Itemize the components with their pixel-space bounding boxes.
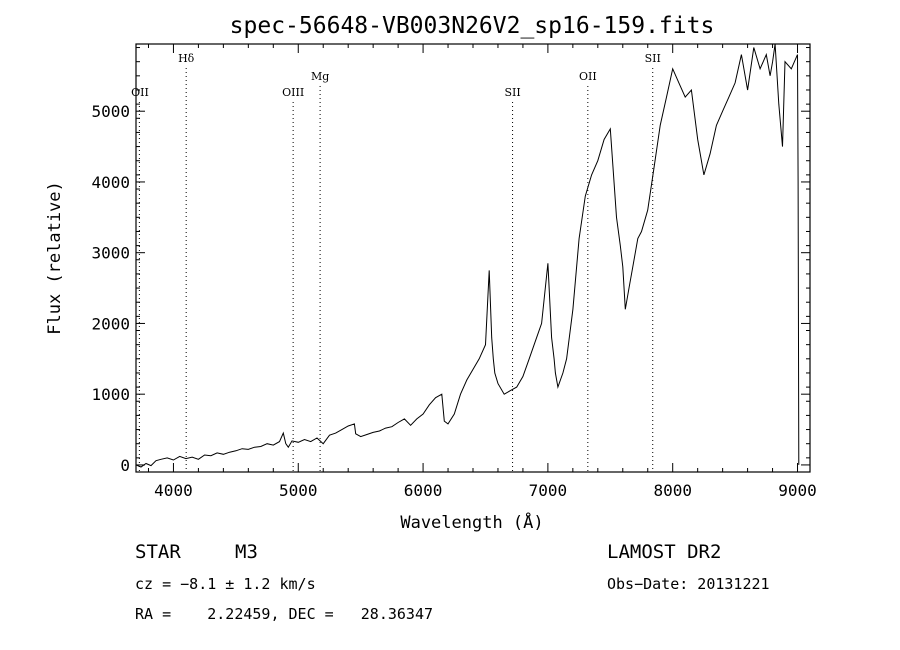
y-tick-label: 5000 <box>91 102 130 121</box>
survey-name: LAMOST DR2 <box>607 541 722 563</box>
y-tick-label: 1000 <box>91 385 130 404</box>
redshift-text: cz = −8.1 ± 1.2 km/s <box>135 575 316 593</box>
axis-ticks: 4000 5000 6000 7000 8000 9000 0 1000 2000 3000 400… <box>91 44 817 500</box>
x-tick-label: 8000 <box>653 481 692 500</box>
x-tick-label: 7000 <box>529 481 568 500</box>
emission-lines: OII Hδ OIII Mg SII OII SII <box>131 52 661 472</box>
emission-line-label: OIII <box>282 86 304 99</box>
y-tick-label: 2000 <box>91 314 130 333</box>
chart-title: spec-56648-VB003N26V2_sp16-159.fits <box>230 13 715 39</box>
plot-frame <box>135 43 811 473</box>
emission-line-label: OII <box>131 86 149 99</box>
x-tick-label: 5000 <box>279 481 318 500</box>
emission-line-label: SII <box>504 86 520 99</box>
chart-title-group: spec-56648-VB003N26V2_sp16-159.fits <box>230 13 715 39</box>
emission-line-label: SII <box>645 52 661 65</box>
x-tick-label: 6000 <box>404 481 443 500</box>
x-tick-label: 4000 <box>154 481 193 500</box>
emission-line-label: Mg <box>311 70 329 83</box>
y-tick-label: 4000 <box>91 173 130 192</box>
spectrum-line <box>135 43 800 468</box>
emission-line-label: Hδ <box>178 52 195 65</box>
object-type: STAR <box>135 541 181 563</box>
y-tick-label: 0 <box>120 456 130 475</box>
x-tick-label: 9000 <box>778 481 817 500</box>
object-subclass: M3 <box>235 541 258 563</box>
y-axis-label: Flux (relative) <box>45 181 65 335</box>
emission-line-label: OII <box>579 70 597 83</box>
obs-date: Obs−Date: 20131221 <box>607 575 770 593</box>
coordinates: RA = 2.22459, DEC = 28.36347 <box>135 605 434 623</box>
x-axis-label: Wavelength (Å) <box>400 511 543 533</box>
y-tick-label: 3000 <box>91 244 130 263</box>
